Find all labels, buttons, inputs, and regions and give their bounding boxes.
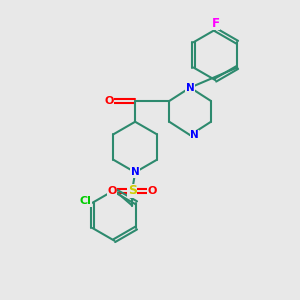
Text: O: O: [108, 186, 117, 196]
Text: F: F: [212, 16, 219, 30]
Text: S: S: [128, 184, 137, 197]
Text: O: O: [104, 96, 114, 106]
Text: N: N: [186, 82, 194, 93]
Text: O: O: [147, 186, 157, 196]
Text: N: N: [131, 167, 140, 177]
Text: Cl: Cl: [79, 196, 91, 206]
Text: N: N: [190, 130, 199, 140]
